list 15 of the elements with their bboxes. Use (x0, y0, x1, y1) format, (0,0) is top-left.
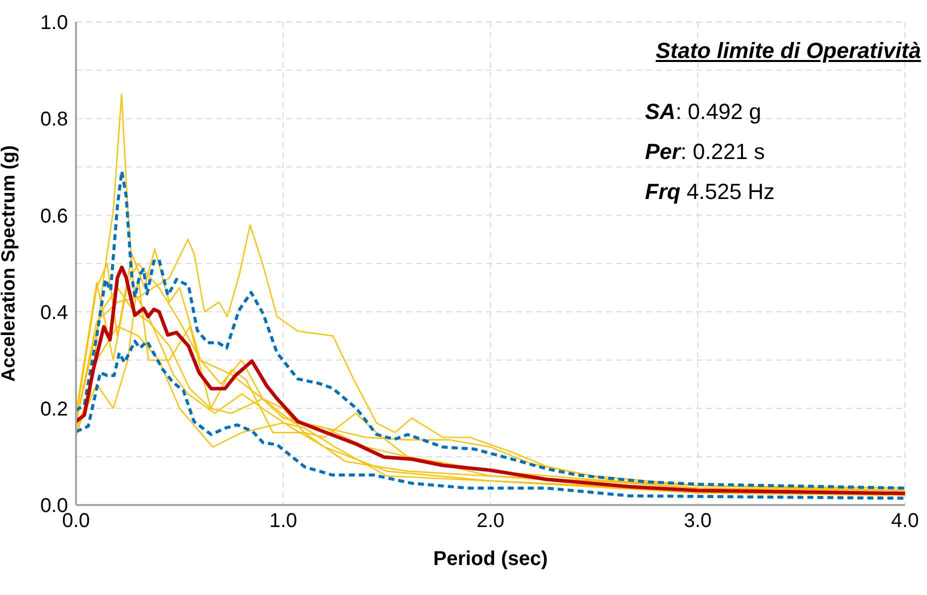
annotation: Frq 4.525 Hz (645, 178, 775, 206)
x-tick-label: 4.0 (891, 510, 919, 532)
y-tick-label: 0.4 (40, 302, 68, 324)
y-tick-label: 0.8 (40, 108, 68, 131)
x-tick-label: 3.0 (684, 510, 712, 532)
y-tick-label: 0.2 (40, 398, 68, 420)
y-tick-label: 0.6 (40, 205, 68, 228)
y-tick-label: 1.0 (40, 12, 68, 34)
text: Stato limite di Operatività (656, 38, 921, 64)
x-tick-label: 1.0 (269, 510, 298, 532)
annotation: Per: 0.221 s (645, 138, 766, 166)
x-tick-label: 2.0 (476, 510, 504, 532)
y-axis-title: Acceleration Spectrum (g) (0, 145, 20, 382)
annotation: SA: 0.492 g (645, 98, 762, 126)
x-axis-title: Period (sec) (433, 548, 548, 570)
